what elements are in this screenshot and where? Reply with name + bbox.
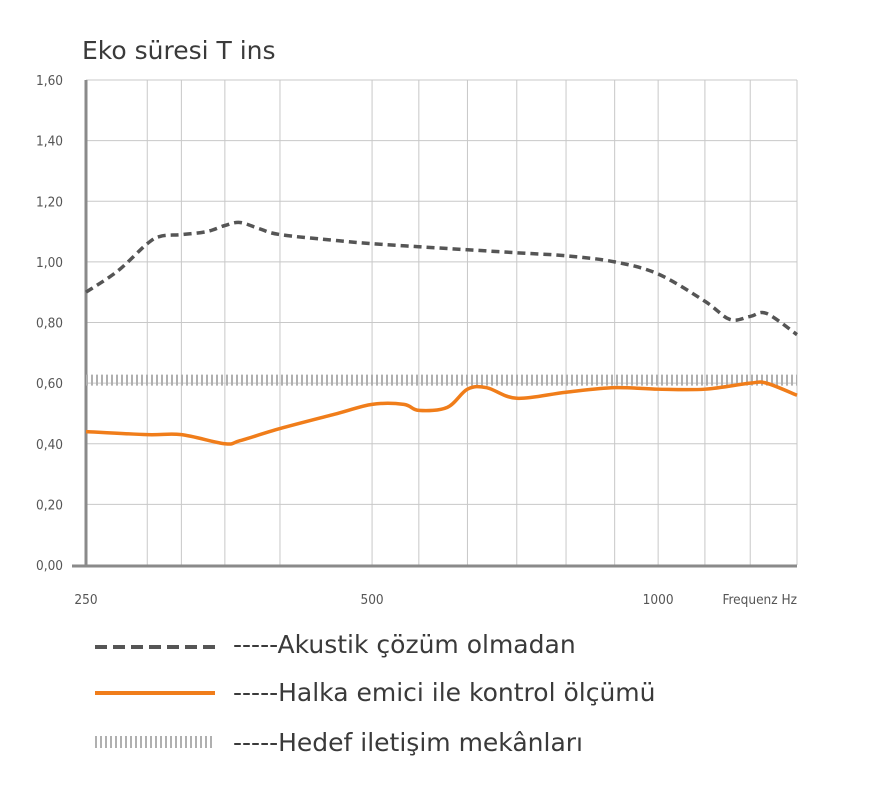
y-tick-label: 1,60 (36, 73, 63, 89)
legend-swatch-solid (95, 691, 215, 695)
y-tick-label: 0,80 (36, 316, 63, 332)
legend-label-2: -----Halka emici ile kontrol ölçümü (233, 678, 656, 707)
x-tick-label: 1000 (643, 592, 674, 608)
y-tick-label: 0,40 (36, 437, 63, 453)
axis-layer (72, 80, 797, 568)
y-tick-label: 0,00 (36, 558, 63, 574)
chart-title: Eko süresi T ins (82, 36, 276, 65)
grid-layer (85, 79, 798, 566)
y-tick-label: 1,40 (36, 134, 63, 150)
x-tick-label: 500 (360, 592, 383, 608)
legend-item-2: -----Halka emici ile kontrol ölçümü (95, 678, 795, 708)
chart-svg: 0,00 0,20 0,40 0,60 0,80 1,00 1,20 1,40 1,60 250 5… (36, 73, 799, 608)
y-tick-label: 1,00 (36, 255, 63, 271)
legend-item-1: -----Akustik çözüm olmadan (95, 630, 795, 660)
tick-layer: 0,00 0,20 0,40 0,60 0,80 1,00 1,20 1,40 1,60 250 5… (36, 73, 797, 608)
series-no-acoustic-line (85, 220, 799, 337)
legend-label-1: -----Akustik çözüm olmadan (233, 630, 576, 659)
x-axis-label: Frequenz Hz (722, 592, 797, 608)
series-layer (85, 220, 799, 446)
legend-swatch-dotted (95, 736, 215, 748)
x-tick-label: 250 (74, 592, 97, 608)
y-tick-label: 1,20 (36, 194, 63, 210)
legend-swatch-dashed (95, 645, 215, 649)
series-ring-absorber-line (85, 380, 798, 446)
legend-item-3: -----Hedef iletişim mekânları (95, 728, 795, 758)
legend-label-3: -----Hedef iletişim mekânları (233, 728, 583, 757)
y-tick-label: 0,60 (36, 376, 63, 392)
y-tick-label: 0,20 (36, 497, 63, 513)
